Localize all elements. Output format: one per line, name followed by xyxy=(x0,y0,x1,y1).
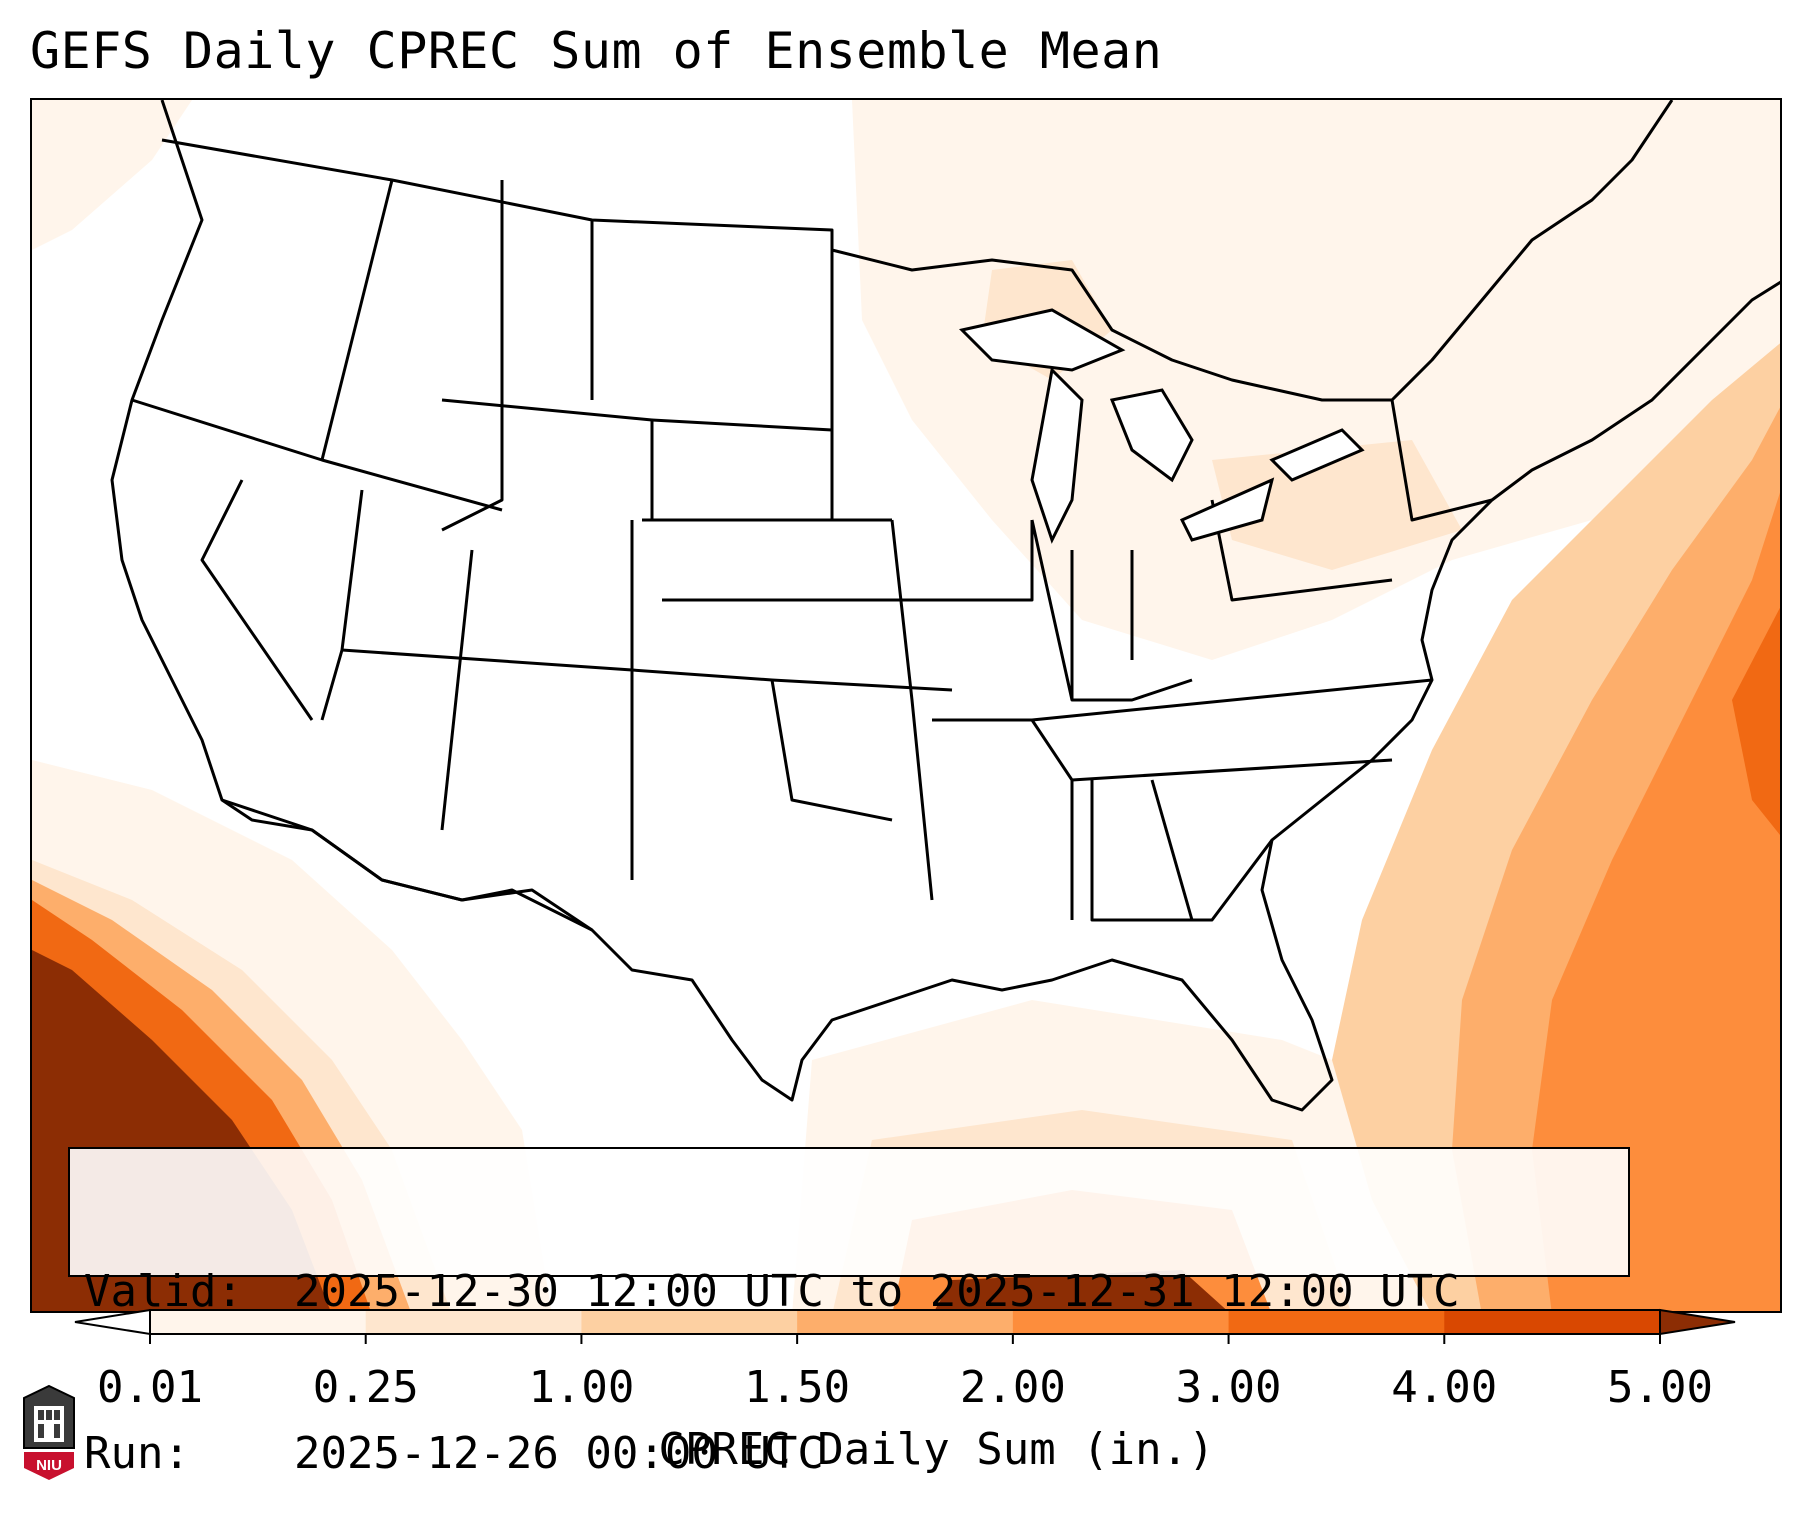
colorbar-tick-label: 5.00 xyxy=(1607,1362,1713,1413)
university-tower-icon: NIU xyxy=(23,1384,75,1480)
logo-text: NIU xyxy=(36,1457,62,1474)
colorbar-extend-min xyxy=(74,1308,151,1336)
colorbar-label: CPREC Daily Sum (in.) xyxy=(658,1424,1215,1475)
precip-field xyxy=(32,100,1780,1311)
colorbar xyxy=(74,1308,1736,1344)
valid-row: Valid: 2025-12-30 12:00 UTC to 2025-12-31… xyxy=(84,1265,1614,1319)
valid-value: 2025-12-30 12:00 UTC to 2025-12-31 12:00… xyxy=(294,1266,1460,1317)
run-row: Run: 2025-12-26 00:00 UTC xyxy=(84,1427,1614,1481)
valid-label: Valid: xyxy=(84,1266,243,1317)
map-title: GEFS Daily CPREC Sum of Ensemble Mean xyxy=(30,22,1163,80)
colorbar-extend-max xyxy=(1659,1308,1736,1336)
colorbar-tick-label: 2.00 xyxy=(959,1362,1066,1413)
colorbar-tick-label: 0.01 xyxy=(97,1362,203,1413)
colorbar-segments xyxy=(149,1309,1661,1335)
colorbar-segment xyxy=(150,1310,367,1334)
colorbar-ticks xyxy=(149,1334,1661,1344)
colorbar-tick-label: 0.25 xyxy=(312,1362,419,1413)
colorbar-segment xyxy=(1228,1310,1445,1334)
colorbar-tick-label: 3.00 xyxy=(1175,1362,1282,1413)
run-value: 2025-12-26 00:00 UTC xyxy=(294,1428,824,1479)
colorbar-segment xyxy=(1012,1310,1230,1334)
great-lakes xyxy=(959,308,1365,544)
boundaries xyxy=(110,100,1780,1112)
colorbar-tick-label: 4.00 xyxy=(1391,1362,1498,1413)
colorbar-segment xyxy=(1444,1310,1661,1334)
precipitation-map xyxy=(30,98,1782,1313)
colorbar-segment xyxy=(365,1310,582,1334)
colorbar-tick-label: 1.00 xyxy=(528,1362,635,1413)
us-outline xyxy=(110,100,1780,1112)
colorbar-segment xyxy=(581,1310,798,1334)
colorbar-tick-label: 1.50 xyxy=(744,1362,851,1413)
run-label: Run: xyxy=(84,1428,190,1479)
valid-run-info-box: Valid: 2025-12-30 12:00 UTC to 2025-12-31… xyxy=(68,1147,1630,1479)
mexico-border xyxy=(221,798,593,932)
precip-light-northeast xyxy=(852,100,1780,660)
colorbar-segment xyxy=(797,1310,1014,1334)
